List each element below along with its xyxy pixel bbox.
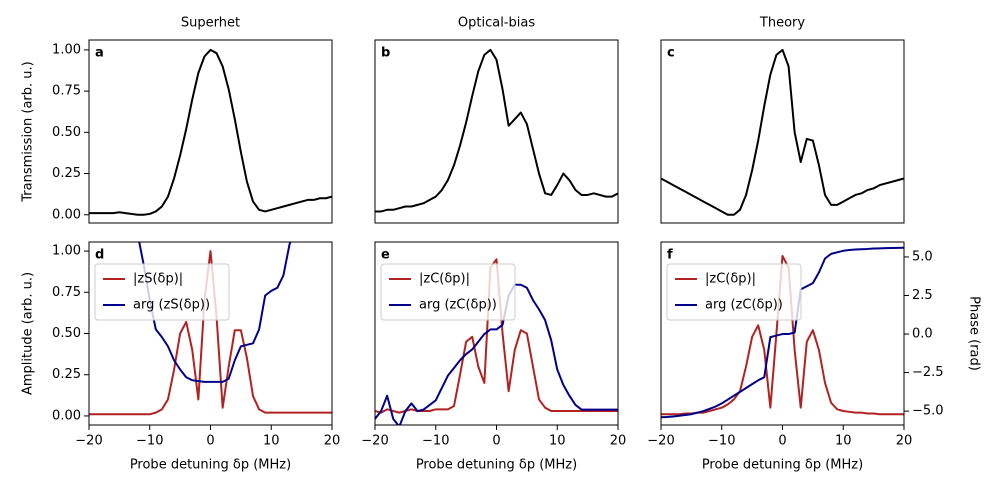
legend-label: arg (zC(δp)) [419,298,497,313]
y2-tick-label: 2.5 [912,288,933,303]
x-tick-label: −10 [422,434,449,449]
x-tick-label: −20 [361,434,388,449]
panel-letter: e [381,248,390,263]
panel-letter: c [667,46,675,61]
panel-letter: a [95,46,104,61]
data-line [375,258,618,414]
y-tick-label: 0.25 [52,166,81,181]
x-tick-label: 10 [835,434,852,449]
y-tick-label: 0.75 [52,285,81,300]
axes-frame [88,39,333,224]
y-axis-label: Transmission (arb. u.) [21,61,36,202]
data-line [375,283,618,425]
data-line [375,48,618,213]
x-tick-label: −20 [75,434,102,449]
axes-frame [660,39,905,224]
y-tick-label: 0.00 [52,408,81,423]
y2-tick-label: −2.5 [912,365,944,380]
legend-box [380,263,516,321]
panel-letter: f [667,248,673,263]
y-tick-label: 0.00 [52,207,81,222]
x-tick-label: 10 [263,434,280,449]
axes-frame [660,241,905,426]
legend-label: |zC(δp)| [705,272,756,287]
y2-tick-label: 0.0 [912,327,933,342]
x-tick-label: 0 [778,434,786,449]
legend-box [666,263,802,321]
x-axis-label: Probe detuning δp (MHz) [416,458,577,473]
panel-title: Superhet [181,16,240,31]
data-line [89,48,332,216]
panel-title: Optical-bias [458,16,535,31]
panel-letter: b [381,46,390,61]
x-tick-label: 20 [896,434,913,449]
legend-box [94,263,230,321]
y-tick-label: 0.25 [52,367,81,382]
panel-title: Theory [759,16,805,31]
data-line [89,250,332,416]
y-tick-label: 0.75 [52,84,81,99]
y-tick-label: 1.00 [52,42,81,57]
legend-label: |zC(δp)| [419,272,470,287]
x-tick-label: 0 [492,434,500,449]
x-tick-label: 20 [610,434,627,449]
legend-label: |zS(δp)| [133,272,183,287]
x-axis-label: Probe detuning δp (MHz) [130,458,291,473]
x-tick-label: −10 [708,434,735,449]
y-tick-label: 0.50 [52,326,81,341]
y2-tick-label: 5.0 [912,249,933,264]
x-tick-label: −20 [647,434,674,449]
y-tick-label: 0.50 [52,125,81,140]
legend-label: arg (zS(δp)) [133,298,210,313]
panel-letter: d [95,248,104,263]
y2-axis-label: Phase (rad) [967,296,982,371]
x-tick-label: 10 [549,434,566,449]
x-tick-label: 20 [324,434,341,449]
data-line [138,242,292,383]
axes-frame [88,241,333,426]
x-tick-label: −10 [136,434,163,449]
y2-tick-label: −5.0 [912,404,944,419]
data-line [661,48,904,216]
axes-frame [374,39,619,224]
axes-frame [374,241,619,426]
y-tick-label: 1.00 [52,244,81,259]
data-line [661,246,904,419]
legend-label: arg (zC(δp)) [705,298,783,313]
x-tick-label: 0 [206,434,214,449]
y-axis-label: Amplitude (arb. u.) [21,272,36,395]
x-axis-label: Probe detuning δp (MHz) [702,458,863,473]
